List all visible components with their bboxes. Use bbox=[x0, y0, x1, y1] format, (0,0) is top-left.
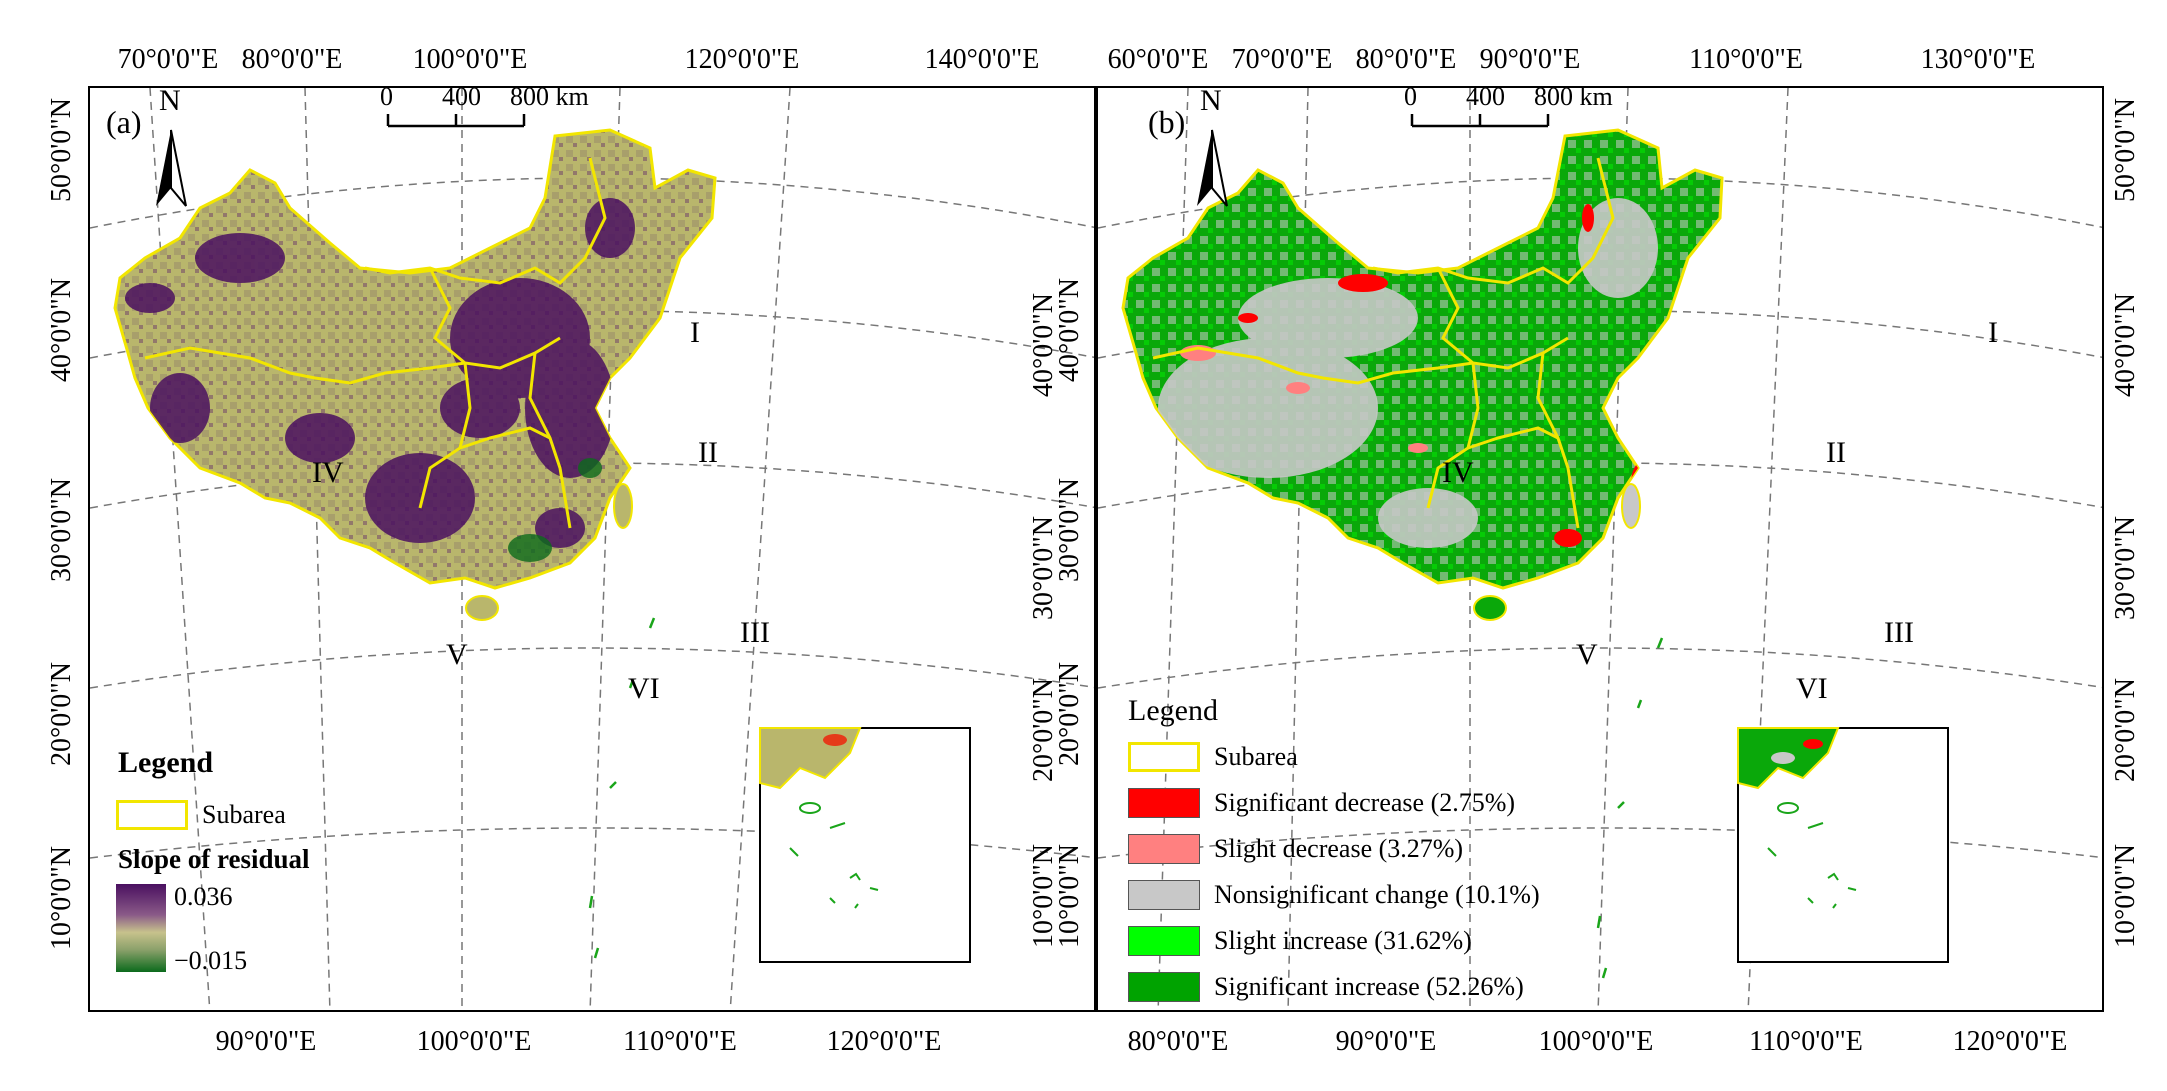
legend-item-b-4: Slight increase (31.62%) bbox=[1128, 926, 1472, 956]
ramp-swatch-a bbox=[116, 884, 166, 972]
legend-item-b-3: Nonsignificant change (10.1%) bbox=[1128, 880, 1540, 910]
inset-map-a bbox=[759, 727, 971, 963]
region-label-I-a: I bbox=[690, 316, 700, 349]
left-tick-b-2: 20°0'0"N bbox=[1054, 662, 1085, 766]
china-landmass-a bbox=[113, 128, 717, 621]
left-tick-b-1: 30°0'0"N bbox=[1054, 478, 1085, 582]
left-tick-a-1: 40°0'0"N bbox=[46, 278, 77, 382]
region-label-II-a: II bbox=[698, 436, 718, 469]
legend-swatch-b-3 bbox=[1128, 880, 1200, 910]
subarea-swatch-a bbox=[116, 800, 188, 830]
legend-label-b-0: Subarea bbox=[1214, 742, 1298, 771]
left-tick-a-0: 50°0'0"N bbox=[46, 98, 77, 202]
scale-label-0-a: 0 bbox=[380, 86, 393, 111]
panel-label-b: (b) bbox=[1148, 104, 1186, 140]
legend-swatch-b-5 bbox=[1128, 972, 1200, 1002]
bottom-tick-b-0: 80°0'0"E bbox=[1127, 1026, 1229, 1057]
region-label-V-a: V bbox=[446, 638, 468, 671]
scs-islands-b bbox=[1596, 637, 1664, 979]
region-label-IV-b: IV bbox=[1442, 456, 1474, 489]
left-tick-a-3: 20°0'0"N bbox=[46, 662, 77, 766]
right-tick-b-4: 10°0'0"N bbox=[2110, 844, 2141, 948]
legend-subarea-a: Subarea bbox=[116, 800, 286, 830]
region-label-IV-a: IV bbox=[312, 456, 344, 489]
legend-title-b: Legend bbox=[1128, 694, 1218, 727]
top-tick-a-3: 120°0'0"E bbox=[684, 44, 800, 75]
map-panel-a: (a) N 0 400 800 km I II III IV V VI Lege… bbox=[88, 86, 1096, 1012]
ramp-title-a: Slope of residual bbox=[118, 844, 310, 874]
scale-bar-b bbox=[1410, 114, 1550, 128]
panel-label-a: (a) bbox=[106, 104, 142, 140]
top-tick-b-1: 70°0'0"E bbox=[1231, 44, 1333, 75]
legend-swatch-b-1 bbox=[1128, 788, 1200, 818]
north-arrow-icon-a bbox=[156, 129, 187, 207]
bottom-tick-b-3: 110°0'0"E bbox=[1749, 1026, 1863, 1057]
right-tick-b-3: 20°0'0"N bbox=[2110, 678, 2141, 782]
scale-label-800-a: 800 km bbox=[510, 86, 589, 111]
region-label-I-b: I bbox=[1988, 316, 1998, 349]
top-tick-a-1: 80°0'0"E bbox=[241, 44, 343, 75]
legend-item-b-1: Significant decrease (2.75%) bbox=[1128, 788, 1515, 818]
subarea-boundaries-a bbox=[144, 157, 607, 529]
legend-title-a: Legend bbox=[118, 746, 214, 779]
legend-swatch-b-2 bbox=[1128, 834, 1200, 864]
scale-bar-a bbox=[386, 114, 526, 128]
top-tick-b-4: 110°0'0"E bbox=[1689, 44, 1803, 75]
legend-item-b-5: Significant increase (52.26%) bbox=[1128, 972, 1524, 1002]
bottom-tick-b-4: 120°0'0"E bbox=[1952, 1026, 2068, 1057]
region-label-VI-a: VI bbox=[628, 672, 660, 705]
legend-swatch-b-0 bbox=[1128, 742, 1200, 772]
region-label-II-b: II bbox=[1826, 436, 1846, 469]
top-tick-a-0: 70°0'0"E bbox=[117, 44, 219, 75]
top-tick-b-0: 60°0'0"E bbox=[1107, 44, 1209, 75]
legend-label-b-1: Significant decrease (2.75%) bbox=[1214, 788, 1516, 817]
legend-item-b-2: Slight decrease (3.27%) bbox=[1128, 834, 1463, 864]
region-label-III-a: III bbox=[740, 616, 770, 649]
legend-label-b-4: Slight increase (31.62%) bbox=[1214, 926, 1472, 955]
china-landmass-b bbox=[1121, 128, 1724, 621]
scale-label-800-b: 800 km bbox=[1534, 86, 1613, 111]
right-tick-b-0: 50°0'0"N bbox=[2110, 98, 2141, 202]
legend-label-b-2: Slight decrease (3.27%) bbox=[1214, 834, 1464, 863]
scale-label-400-a: 400 bbox=[442, 86, 481, 111]
ramp-max-a: 0.036 bbox=[174, 882, 233, 911]
subarea-label-a: Subarea bbox=[202, 800, 286, 829]
left-tick-b-3: 10°0'0"N bbox=[1054, 844, 1085, 948]
map-a-canvas bbox=[90, 88, 1094, 1010]
subarea-boundaries-b bbox=[1152, 157, 1615, 529]
bottom-tick-b-1: 90°0'0"E bbox=[1335, 1026, 1437, 1057]
left-tick-b-0: 40°0'0"N bbox=[1054, 278, 1085, 382]
top-tick-b-2: 80°0'0"E bbox=[1355, 44, 1457, 75]
map-panel-b: (b) N 0 400 800 km I II III IV V VI Lege… bbox=[1096, 86, 2104, 1012]
ramp-min-a: −0.015 bbox=[174, 946, 248, 975]
bottom-tick-a-2: 110°0'0"E bbox=[623, 1026, 737, 1057]
legend-label-b-3: Nonsignificant change (10.1%) bbox=[1214, 880, 1540, 909]
scale-label-400-b: 400 bbox=[1466, 86, 1505, 111]
bottom-tick-a-3: 120°0'0"E bbox=[826, 1026, 942, 1057]
bottom-tick-a-0: 90°0'0"E bbox=[215, 1026, 317, 1057]
inset-map-b bbox=[1737, 727, 1949, 963]
top-tick-a-4: 140°0'0"E bbox=[924, 44, 1040, 75]
left-tick-a-2: 30°0'0"N bbox=[46, 478, 77, 582]
map-b-canvas bbox=[1098, 88, 2102, 1010]
north-label-a: N bbox=[159, 86, 181, 117]
region-label-V-b: V bbox=[1576, 638, 1598, 671]
legend-swatch-b-4 bbox=[1128, 926, 1200, 956]
top-tick-b-3: 90°0'0"E bbox=[1479, 44, 1581, 75]
north-label-b: N bbox=[1200, 86, 1222, 117]
legend-item-b-0: Subarea bbox=[1128, 742, 1298, 772]
right-tick-b-2: 30°0'0"N bbox=[2110, 516, 2141, 620]
north-arrow-icon-b bbox=[1197, 129, 1228, 207]
top-tick-b-5: 130°0'0"E bbox=[1920, 44, 2036, 75]
bottom-tick-b-2: 100°0'0"E bbox=[1538, 1026, 1654, 1057]
region-label-VI-b: VI bbox=[1796, 672, 1828, 705]
scs-islands-a bbox=[588, 617, 656, 959]
scale-label-0-b: 0 bbox=[1404, 86, 1417, 111]
bottom-tick-a-1: 100°0'0"E bbox=[416, 1026, 532, 1057]
region-label-III-b: III bbox=[1884, 616, 1914, 649]
top-tick-a-2: 100°0'0"E bbox=[412, 44, 528, 75]
right-tick-b-1: 40°0'0"N bbox=[2110, 293, 2141, 397]
legend-label-b-5: Significant increase (52.26%) bbox=[1214, 972, 1524, 1001]
left-tick-a-4: 10°0'0"N bbox=[46, 846, 77, 950]
